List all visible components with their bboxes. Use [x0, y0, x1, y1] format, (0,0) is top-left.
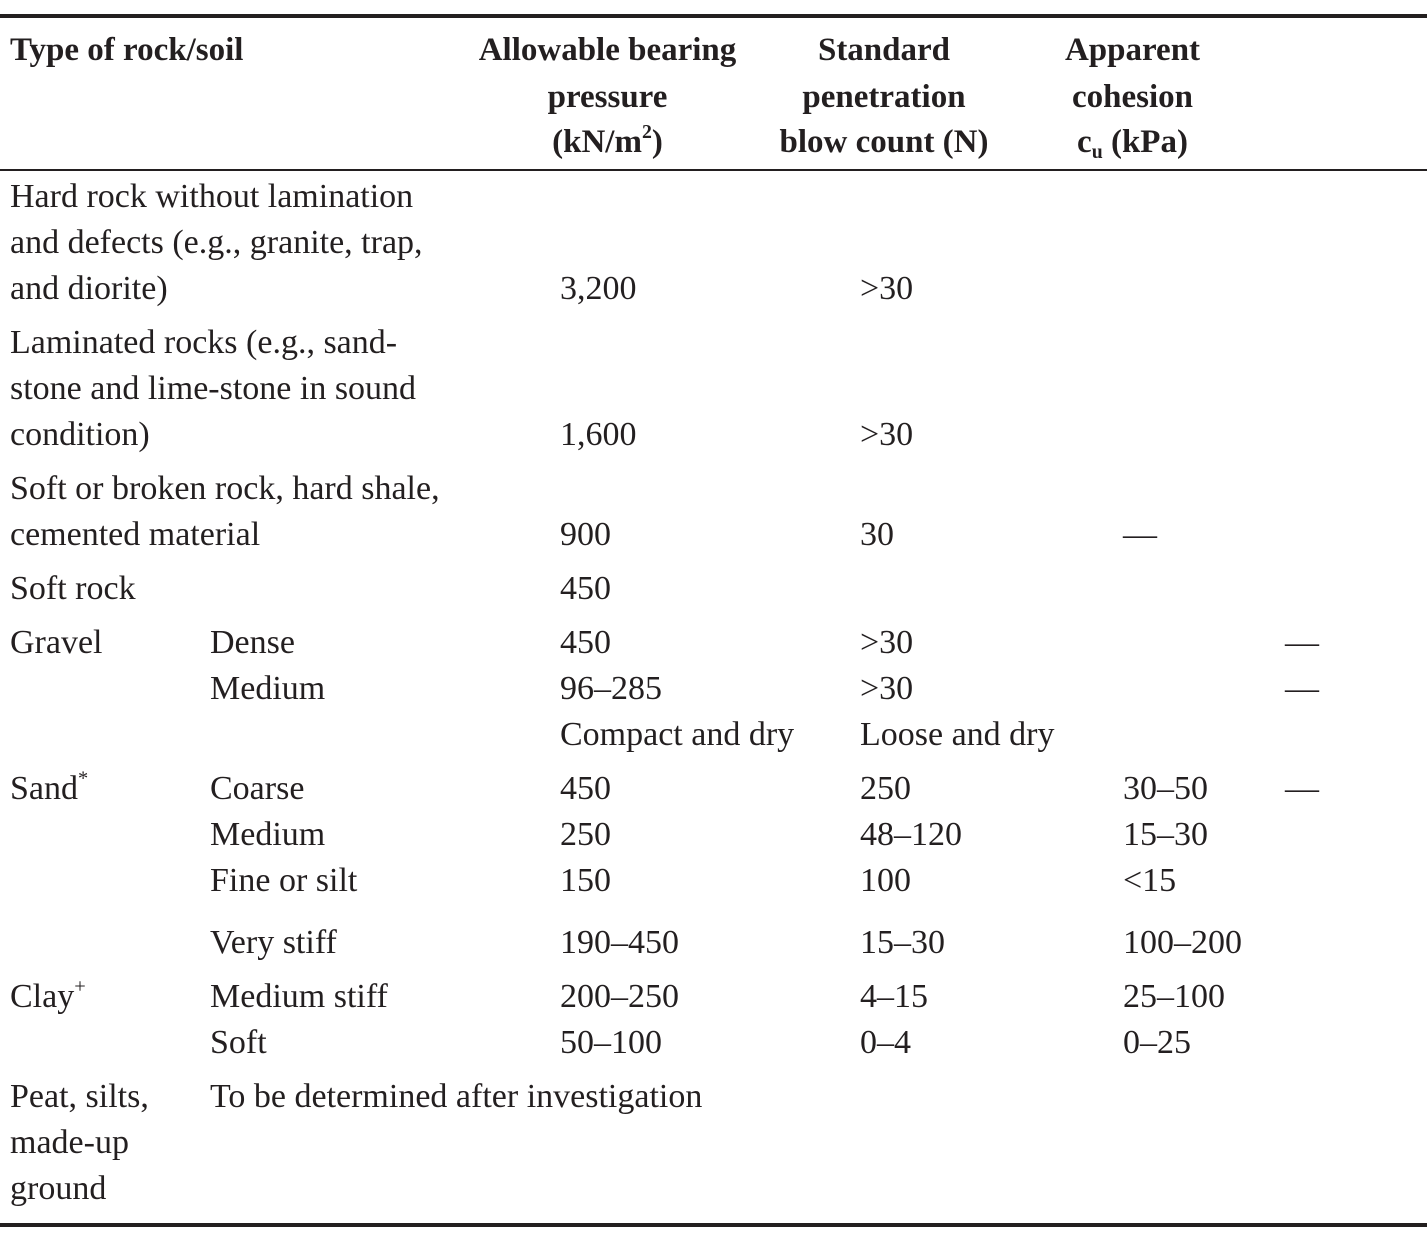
table-cell: 0–4 — [860, 1024, 911, 1061]
table-cell: 150 — [560, 862, 611, 899]
table-cell: Medium stiff — [210, 978, 388, 1015]
table-cell: To be determined after investigation — [210, 1078, 703, 1115]
table-cell: 48–120 — [860, 816, 962, 853]
text-part: c — [1077, 124, 1092, 160]
table-cell: 96–285 — [560, 670, 662, 707]
table-cell: Soft rock — [10, 570, 136, 607]
text-part: + — [74, 975, 86, 998]
table-cell: Peat, silts, — [10, 1078, 149, 1115]
header-cell: blow count (N) — [779, 124, 989, 160]
table-cell: 450 — [560, 770, 611, 807]
table-cell: Gravel — [10, 624, 103, 661]
top-rule — [0, 14, 1427, 18]
table-cell: Sand* — [10, 769, 88, 809]
header-cell: (kN/m2) — [460, 122, 755, 162]
table-cell: — — [1285, 624, 1319, 661]
table-cell: 450 — [560, 624, 611, 661]
table-cell: cemented material — [10, 516, 261, 553]
text-part: u — [1091, 140, 1103, 163]
table-cell: 25–100 — [1123, 978, 1225, 1015]
table-cell: condition) — [10, 416, 150, 453]
text-part: (kN/m — [552, 124, 642, 160]
header-rule — [0, 169, 1427, 171]
table-cell: 100 — [860, 862, 911, 899]
table-cell: 900 — [560, 516, 611, 553]
table-cell: 1,600 — [560, 416, 637, 453]
table-cell: Coarse — [210, 770, 305, 807]
table-cell: Soft — [210, 1024, 267, 1061]
table-cell: Very stiff — [210, 924, 337, 961]
table-cell: 30 — [860, 516, 894, 553]
table-cell: 15–30 — [1123, 816, 1208, 853]
table-cell: >30 — [860, 270, 914, 307]
table-cell: and defects (e.g., granite, trap, — [10, 224, 423, 261]
header-cell: cohesion — [1071, 79, 1193, 115]
table-cell: 200–250 — [560, 978, 679, 1015]
table-cell: — — [1285, 770, 1319, 807]
header-cell: Allowable bearing — [478, 32, 737, 68]
table-cell: and diorite) — [10, 270, 168, 307]
table-cell: Dense — [210, 624, 295, 661]
table-cell: made-up — [10, 1124, 129, 1161]
table-cell: 190–450 — [560, 924, 679, 961]
table-cell: Soft or broken rock, hard shale, — [10, 470, 440, 507]
table-cell: Clay+ — [10, 977, 86, 1017]
table-cell: Medium — [210, 816, 326, 853]
header-cell: Type of rock/soil — [10, 32, 244, 68]
table-cell: 450 — [560, 570, 611, 607]
table-cell: 250 — [560, 816, 611, 853]
text-part: 2 — [641, 121, 652, 144]
table-cell: Hard rock without lamination — [10, 178, 414, 215]
table-cell: Loose and dry — [860, 716, 1055, 753]
table-cell: 0–25 — [1123, 1024, 1191, 1061]
table-cell: 30–50 — [1123, 770, 1208, 807]
text-part: * — [78, 767, 89, 790]
header-cell: penetration — [802, 79, 966, 115]
header-cell: Apparent — [1064, 32, 1201, 68]
header-cell: pressure — [547, 79, 668, 115]
table-cell: >30 — [860, 624, 914, 661]
table-cell: Medium — [210, 670, 326, 707]
header-cell: Standard — [817, 32, 951, 68]
table-cell: 100–200 — [1123, 924, 1242, 961]
text-part: Clay — [10, 978, 75, 1015]
table-cell: 4–15 — [860, 978, 928, 1015]
table-cell: 15–30 — [860, 924, 945, 961]
table-cell: Fine or silt — [210, 862, 358, 899]
table-cell: Laminated rocks (e.g., sand- — [10, 324, 398, 361]
bottom-rule — [0, 1223, 1427, 1227]
text-part: Sand — [10, 770, 78, 807]
table-cell: 3,200 — [560, 270, 637, 307]
table-cell: — — [1285, 670, 1319, 707]
table-cell: Compact and dry — [560, 716, 795, 753]
table-cell: <15 — [1123, 862, 1177, 899]
table-cell: — — [1123, 516, 1157, 553]
header-cell: cu (kPa) — [1030, 122, 1235, 162]
table-cell: >30 — [860, 416, 914, 453]
table-cell: 50–100 — [560, 1024, 662, 1061]
table-cell: 250 — [860, 770, 911, 807]
table-cell: >30 — [860, 670, 914, 707]
text-part: (kPa) — [1102, 124, 1188, 160]
text-part: ) — [651, 124, 663, 160]
table-cell: ground — [10, 1170, 107, 1207]
table-cell: stone and lime-stone in sound — [10, 370, 417, 407]
